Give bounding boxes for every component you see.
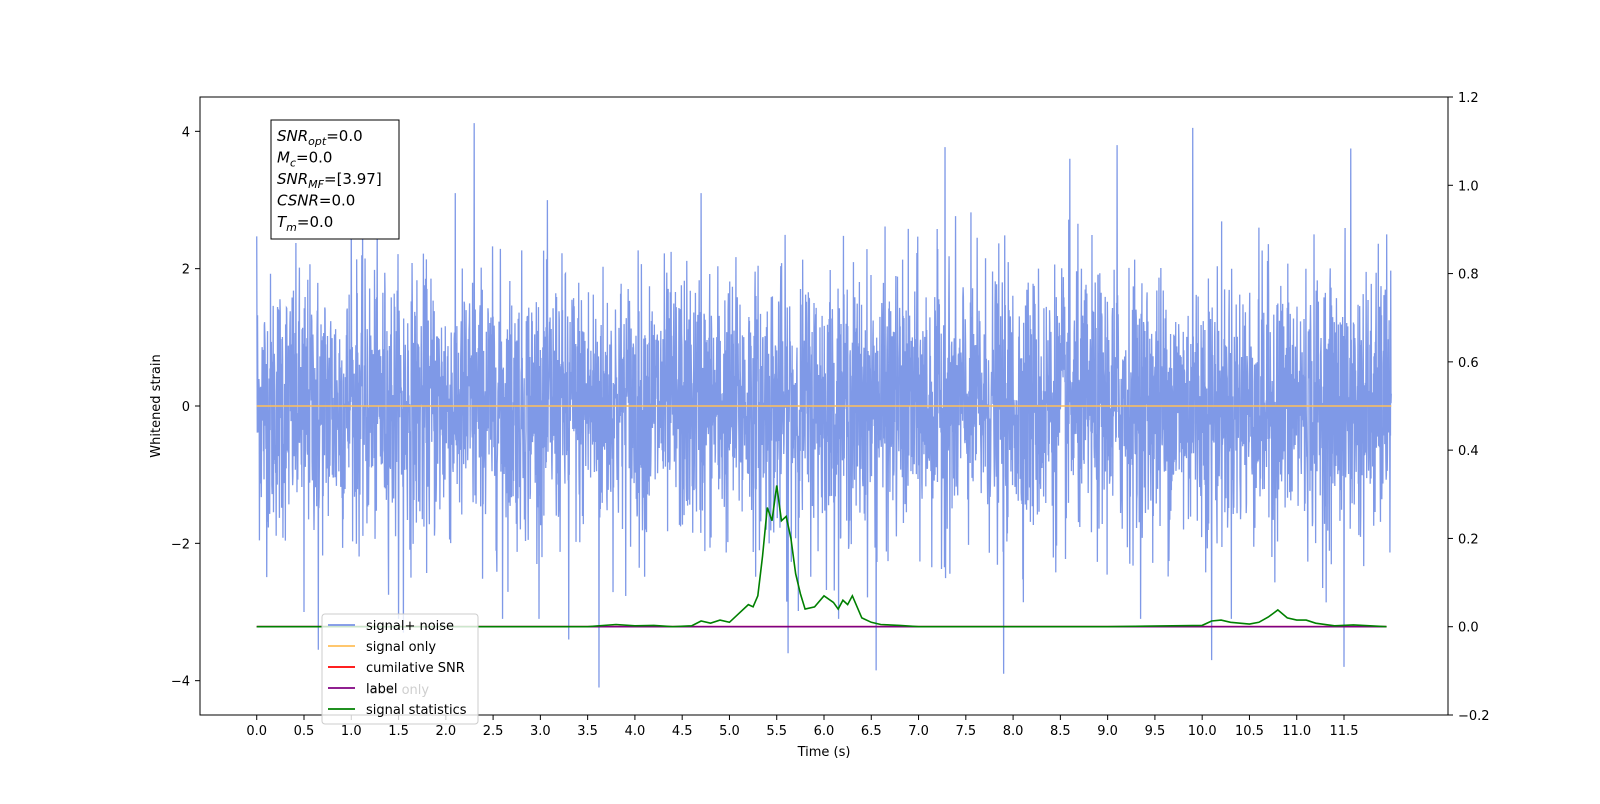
y2-tick-label: 0.6 <box>1458 356 1479 371</box>
x-tick-label: 8.5 <box>1050 724 1071 739</box>
y2-tick-label: 1.2 <box>1458 91 1479 106</box>
y-tick-label: −4 <box>171 675 190 690</box>
y-tick-label: −2 <box>171 537 190 552</box>
x-tick-label: 6.0 <box>814 724 835 739</box>
annotation-frame <box>270 119 400 240</box>
x-tick-label: 5.5 <box>766 724 787 739</box>
legend-entry-label: cumilative SNR <box>366 661 465 676</box>
y2-tick-label: 1.0 <box>1458 179 1479 194</box>
x-tick-label: 0.0 <box>246 724 267 739</box>
annotation-subscript: MF <box>308 178 324 191</box>
x-tick-label: 11.0 <box>1282 724 1311 739</box>
x-tick-label: 2.0 <box>435 724 456 739</box>
x-tick-label: 1.0 <box>341 724 362 739</box>
x-tick-label: 8.0 <box>1003 724 1024 739</box>
y2-tick-label: 0.8 <box>1458 268 1479 283</box>
x-tick-label: 9.0 <box>1097 724 1118 739</box>
annotation-symbol: SNR <box>277 170 308 188</box>
annotation-symbol: SNR <box>277 127 308 145</box>
y2-tick-label: 0.0 <box>1458 621 1479 636</box>
y-tick-label: 0 <box>182 400 190 415</box>
legend-frame <box>321 613 479 725</box>
y2-tick-label: −0.2 <box>1458 709 1490 724</box>
annotation-subscript: c <box>290 157 296 170</box>
x-tick-label: 0.5 <box>294 724 315 739</box>
legend-entry-label: signal statistics <box>366 703 467 718</box>
x-tick-label: 10.5 <box>1235 724 1264 739</box>
y2-tick-label: 0.4 <box>1458 444 1479 459</box>
legend-entry-label: signal only <box>366 640 436 655</box>
x-tick-label: 7.0 <box>908 724 929 739</box>
annotation-symbol: T <box>277 213 288 231</box>
x-axis: 0.0 0.5 1.0 1.5 2.0 2.5 3.0 3.5 4.0 4.5 5.0 5.5 6.0 6… <box>246 715 1358 739</box>
stats-annotation-box: SNRopt=0.0Mc=0.0SNRMF=[3.97]CSNR=0.0Tm=0… <box>270 119 400 240</box>
annotation-line: Mc=0.0 <box>277 149 332 170</box>
y-axis-left: 4 2 0 −2 −4 <box>171 125 200 690</box>
annotation-value: =0.0 <box>296 149 332 167</box>
x-tick-label: 1.5 <box>388 724 409 739</box>
signal-statistics-line <box>256 485 1387 628</box>
annotation-line: CSNR=0.0 <box>277 192 355 210</box>
signal-noise-series <box>256 123 1392 688</box>
annotation-symbol: CSNR <box>277 192 319 210</box>
y-axis-right: 1.2 1.0 0.8 0.6 0.4 0.2 0.0 −0.2 <box>1448 91 1490 724</box>
annotation-line: SNRMF=[3.97] <box>277 170 382 191</box>
y-axis-label: Whitened strain <box>149 354 164 457</box>
legend: label only signal+ noise signal only cumil… <box>321 613 479 725</box>
x-tick-label: 10.0 <box>1188 724 1217 739</box>
annotation-subscript: opt <box>308 135 327 148</box>
annotation-value: =[3.97] <box>324 170 382 188</box>
annotation-value: =0.0 <box>326 127 362 145</box>
y-tick-label: 4 <box>182 125 190 140</box>
annotation-value: =0.0 <box>297 213 333 231</box>
x-tick-label: 11.5 <box>1330 724 1359 739</box>
annotation-line: SNRopt=0.0 <box>277 127 363 148</box>
annotation-subscript: m <box>286 221 297 234</box>
legend-hidden-entry: label only <box>366 683 429 698</box>
x-tick-label: 2.5 <box>483 724 504 739</box>
y2-tick-label: 0.2 <box>1458 532 1479 547</box>
x-tick-label: 4.0 <box>625 724 646 739</box>
legend-entry-label: label <box>366 682 397 697</box>
x-tick-label: 7.5 <box>955 724 976 739</box>
legend-entry-label: signal+ noise <box>366 619 454 634</box>
annotation-line: Tm=0.0 <box>277 213 333 234</box>
x-tick-label: 3.5 <box>577 724 598 739</box>
y-tick-label: 2 <box>182 263 190 278</box>
signal-noise-line <box>256 123 1392 688</box>
x-tick-label: 4.5 <box>672 724 693 739</box>
x-tick-label: 3.0 <box>530 724 551 739</box>
x-axis-label: Time (s) <box>797 745 851 760</box>
annotation-symbol: M <box>277 149 290 167</box>
x-tick-label: 6.5 <box>861 724 882 739</box>
annotation-value: =0.0 <box>319 192 355 210</box>
x-tick-label: 9.5 <box>1145 724 1166 739</box>
x-tick-label: 5.0 <box>719 724 740 739</box>
